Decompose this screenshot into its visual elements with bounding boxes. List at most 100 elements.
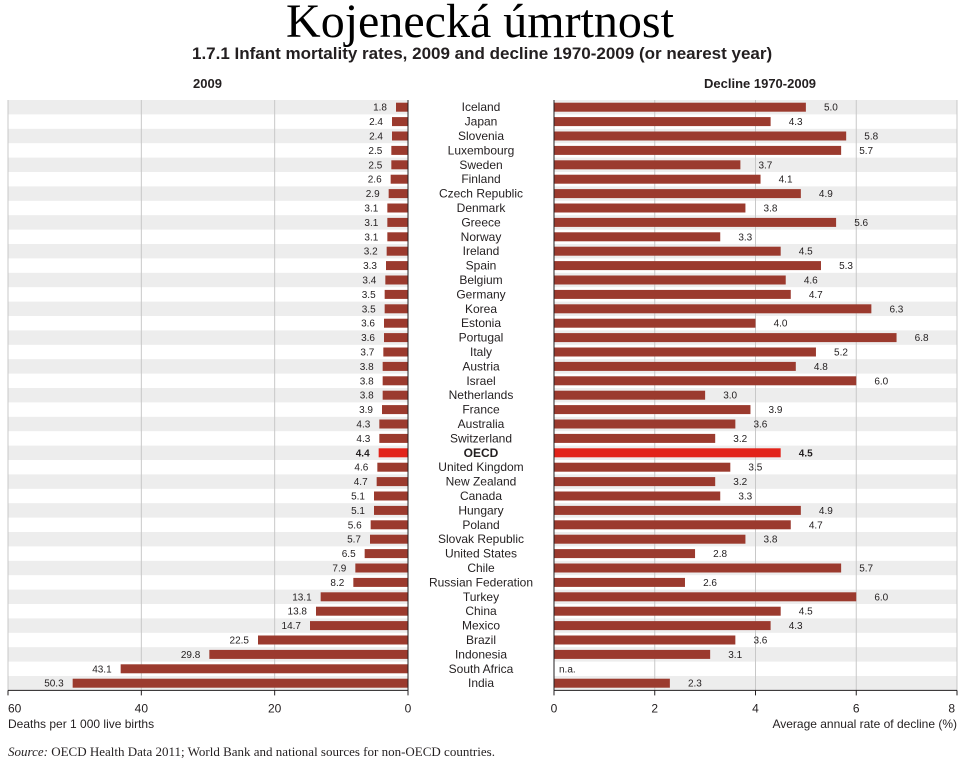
left-row-band	[8, 272, 408, 288]
right-value-label: 3.6	[753, 636, 767, 647]
left-row-band	[8, 618, 408, 633]
right-value-label: 6.0	[874, 376, 888, 387]
right-value-label: 3.2	[733, 477, 747, 488]
right-bar-switzerland	[554, 433, 716, 443]
left-bar-slovenia	[392, 131, 408, 141]
right-bar-iceland	[554, 102, 806, 112]
category-label-spain: Spain	[466, 259, 497, 273]
left-value-label: 13.8	[288, 607, 308, 618]
left-panel-title: 2009	[193, 76, 222, 91]
right-bar-india	[554, 678, 670, 688]
left-bar-estonia	[384, 318, 408, 328]
left-bar-united-states	[364, 549, 408, 559]
right-tick-label: 6	[853, 701, 860, 715]
right-bar-netherlands	[554, 390, 706, 400]
category-label-austria: Austria	[462, 359, 500, 373]
left-value-label: 3.6	[361, 319, 375, 330]
left-value-label: 13.1	[292, 592, 312, 603]
left-value-label: 4.3	[356, 434, 370, 445]
right-value-label: 5.3	[839, 261, 853, 272]
left-value-label: 5.6	[348, 520, 362, 531]
right-bar-chile	[554, 563, 842, 573]
left-bar-japan	[392, 117, 408, 127]
left-bar-spain	[386, 261, 408, 271]
left-x-axis-label: Deaths per 1 000 live births	[8, 717, 154, 731]
left-row-band	[8, 416, 408, 432]
left-value-label: 3.1	[364, 232, 378, 243]
left-row-band	[8, 215, 408, 230]
category-label-slovak-republic: Slovak Republic	[438, 532, 524, 546]
right-panel-title: Decline 1970-2009	[704, 76, 817, 91]
left-value-label: 22.5	[230, 636, 250, 647]
right-value-label: 2.3	[688, 679, 702, 690]
category-label-canada: Canada	[460, 489, 502, 503]
left-row-band	[8, 503, 408, 518]
left-value-label: 5.1	[351, 506, 365, 517]
right-value-label: 4.5	[799, 448, 813, 459]
left-bar-slovak-republic	[370, 534, 408, 544]
right-tick-label: 2	[651, 701, 658, 715]
right-value-label: 6.8	[915, 333, 929, 344]
right-value-label: 3.8	[764, 204, 778, 215]
left-value-label: 2.4	[369, 117, 383, 128]
left-bar-netherlands	[382, 390, 408, 400]
left-value-label: 3.6	[361, 333, 375, 344]
left-bar-australia	[379, 419, 408, 429]
right-value-label: 5.6	[854, 218, 868, 229]
right-value-label: 3.8	[764, 535, 778, 546]
left-row-band	[8, 157, 408, 172]
right-value-label: 3.3	[738, 492, 752, 503]
right-value-label: 3.7	[758, 160, 772, 171]
right-value-label: 5.2	[834, 348, 848, 359]
right-bar-italy	[554, 347, 816, 357]
left-tick-label: 40	[135, 701, 149, 715]
category-label-switzerland: Switzerland	[450, 431, 512, 445]
left-bar-italy	[383, 347, 408, 357]
right-value-label: 4.7	[809, 290, 823, 301]
right-value-label: n.a.	[559, 664, 576, 675]
right-bar-france	[554, 405, 751, 415]
left-bar-greece	[387, 217, 408, 227]
category-label-france: France	[462, 403, 500, 417]
right-bar-israel	[554, 376, 857, 386]
left-bar-israel	[382, 376, 408, 386]
right-bar-finland	[554, 174, 761, 184]
right-value-label: 6.3	[889, 304, 903, 315]
left-value-label: 4.4	[356, 448, 370, 459]
right-bar-greece	[554, 217, 837, 227]
left-row-band	[8, 244, 408, 259]
left-bar-chile	[355, 563, 408, 573]
source-label: Source:	[8, 744, 48, 759]
right-bar-brazil	[554, 635, 736, 645]
left-bar-portugal	[384, 333, 408, 343]
right-value-label: 5.0	[824, 103, 838, 114]
right-tick-label: 0	[551, 701, 558, 715]
right-value-label: 4.7	[809, 520, 823, 531]
left-value-label: 3.7	[360, 348, 374, 359]
right-value-label: 5.8	[864, 132, 878, 143]
left-tick-label: 60	[8, 701, 22, 715]
left-bar-sweden	[391, 160, 408, 170]
category-label-norway: Norway	[461, 230, 502, 244]
left-value-label: 4.7	[354, 477, 368, 488]
slide-title: Kojenecká úmrtnost	[286, 0, 674, 48]
category-label-belgium: Belgium	[459, 273, 502, 287]
left-bar-germany	[384, 289, 408, 299]
category-label-turkey: Turkey	[463, 590, 499, 604]
right-bar-norway	[554, 232, 721, 242]
left-bar-canada	[374, 491, 408, 501]
right-bar-turkey	[554, 592, 857, 602]
left-value-label: 5.1	[351, 492, 365, 503]
left-tick-label: 20	[268, 701, 282, 715]
right-bar-spain	[554, 261, 821, 271]
right-value-label: 4.6	[804, 276, 818, 287]
left-value-label: 2.9	[366, 189, 380, 200]
left-bar-switzerland	[379, 433, 408, 443]
right-bar-estonia	[554, 318, 756, 328]
category-label-germany: Germany	[456, 287, 505, 301]
right-bar-denmark	[554, 203, 746, 213]
category-label-estonia: Estonia	[461, 316, 501, 330]
right-value-label: 4.5	[799, 607, 813, 618]
category-label-united-states: United States	[445, 547, 517, 561]
right-value-label: 3.2	[733, 434, 747, 445]
